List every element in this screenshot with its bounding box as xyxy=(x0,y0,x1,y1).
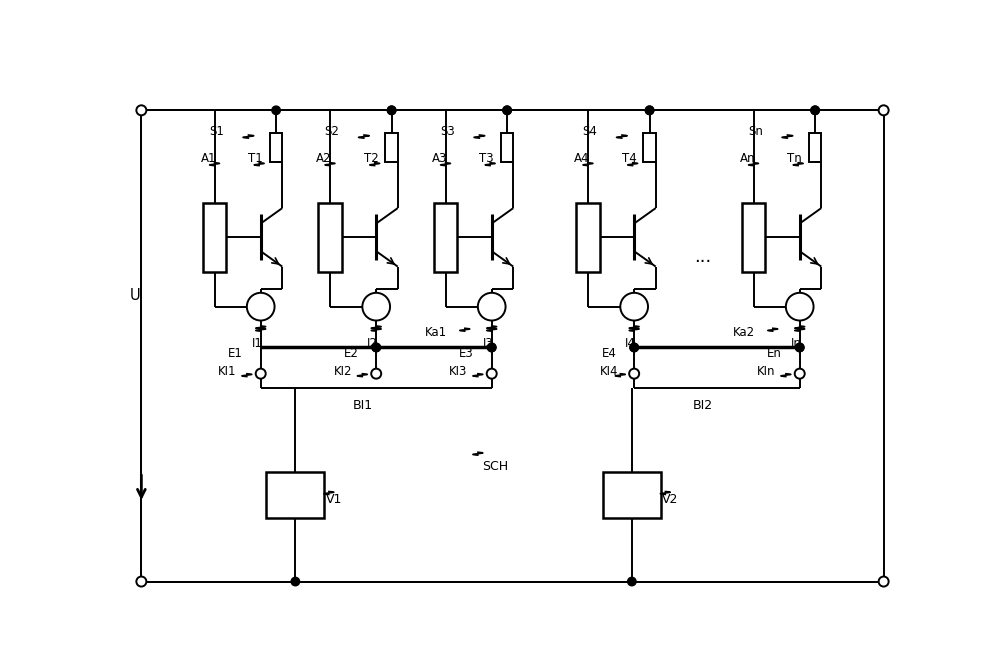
Circle shape xyxy=(628,577,636,586)
Circle shape xyxy=(136,577,146,587)
Text: V2: V2 xyxy=(662,492,679,506)
Circle shape xyxy=(487,369,497,379)
Circle shape xyxy=(630,343,638,352)
Circle shape xyxy=(136,105,146,115)
Circle shape xyxy=(879,105,889,115)
Text: T1: T1 xyxy=(248,152,263,165)
Text: A3: A3 xyxy=(432,152,447,165)
Text: Ka1: Ka1 xyxy=(425,326,447,339)
Circle shape xyxy=(795,369,805,379)
Circle shape xyxy=(795,343,804,352)
Text: E4: E4 xyxy=(602,347,617,361)
Bar xyxy=(603,472,661,518)
Bar xyxy=(434,203,457,272)
Circle shape xyxy=(786,293,814,320)
Text: SCH: SCH xyxy=(482,460,508,472)
Text: Ka2: Ka2 xyxy=(733,326,755,339)
Text: I4: I4 xyxy=(625,337,636,351)
Text: KI3: KI3 xyxy=(449,365,468,378)
Bar xyxy=(742,203,765,272)
Bar xyxy=(385,132,398,162)
Circle shape xyxy=(629,369,639,379)
Text: E3: E3 xyxy=(459,347,474,361)
Circle shape xyxy=(879,577,889,587)
Circle shape xyxy=(372,343,380,352)
Circle shape xyxy=(478,293,506,320)
Text: Sn: Sn xyxy=(748,125,763,138)
Bar xyxy=(270,132,282,162)
Circle shape xyxy=(645,106,654,114)
Text: KI2: KI2 xyxy=(334,365,352,378)
Text: A4: A4 xyxy=(574,152,590,165)
Text: BI1: BI1 xyxy=(352,399,372,412)
Circle shape xyxy=(291,577,300,586)
Text: A1: A1 xyxy=(201,152,216,165)
Bar xyxy=(266,472,324,518)
Circle shape xyxy=(362,293,390,320)
Text: S3: S3 xyxy=(440,125,455,138)
Bar xyxy=(318,203,342,272)
Circle shape xyxy=(387,106,396,114)
Text: V1: V1 xyxy=(326,492,342,506)
Text: En: En xyxy=(767,347,782,361)
Text: KIn: KIn xyxy=(757,365,776,378)
Text: BI2: BI2 xyxy=(693,399,713,412)
Text: U: U xyxy=(130,288,141,302)
Text: I1: I1 xyxy=(251,337,262,351)
Text: T4: T4 xyxy=(622,152,637,165)
Circle shape xyxy=(387,106,396,114)
Circle shape xyxy=(371,369,381,379)
Text: In: In xyxy=(790,337,801,351)
Circle shape xyxy=(645,106,654,114)
Circle shape xyxy=(256,369,266,379)
Circle shape xyxy=(620,293,648,320)
Bar xyxy=(501,132,513,162)
Text: KI1: KI1 xyxy=(218,365,237,378)
Text: ...: ... xyxy=(694,248,711,266)
Text: E1: E1 xyxy=(228,347,243,361)
Circle shape xyxy=(811,106,819,114)
Bar xyxy=(643,132,656,162)
Circle shape xyxy=(811,106,819,114)
Text: S1: S1 xyxy=(209,125,224,138)
Circle shape xyxy=(272,106,280,114)
Circle shape xyxy=(487,343,496,352)
Text: I3: I3 xyxy=(482,337,493,351)
Circle shape xyxy=(503,106,511,114)
Bar xyxy=(203,203,226,272)
Bar xyxy=(576,203,600,272)
Circle shape xyxy=(630,343,638,352)
Circle shape xyxy=(247,293,275,320)
Text: An: An xyxy=(740,152,755,165)
Circle shape xyxy=(795,343,804,352)
Circle shape xyxy=(487,343,496,352)
Bar xyxy=(809,132,821,162)
Text: S4: S4 xyxy=(582,125,597,138)
Circle shape xyxy=(372,343,380,352)
Text: A2: A2 xyxy=(316,152,332,165)
Text: KI4: KI4 xyxy=(600,365,619,378)
Circle shape xyxy=(503,106,511,114)
Text: S2: S2 xyxy=(324,125,339,138)
Text: E2: E2 xyxy=(344,347,359,361)
Text: Tn: Tn xyxy=(787,152,802,165)
Text: T2: T2 xyxy=(364,152,379,165)
Text: I2: I2 xyxy=(367,337,378,351)
Text: T3: T3 xyxy=(479,152,494,165)
